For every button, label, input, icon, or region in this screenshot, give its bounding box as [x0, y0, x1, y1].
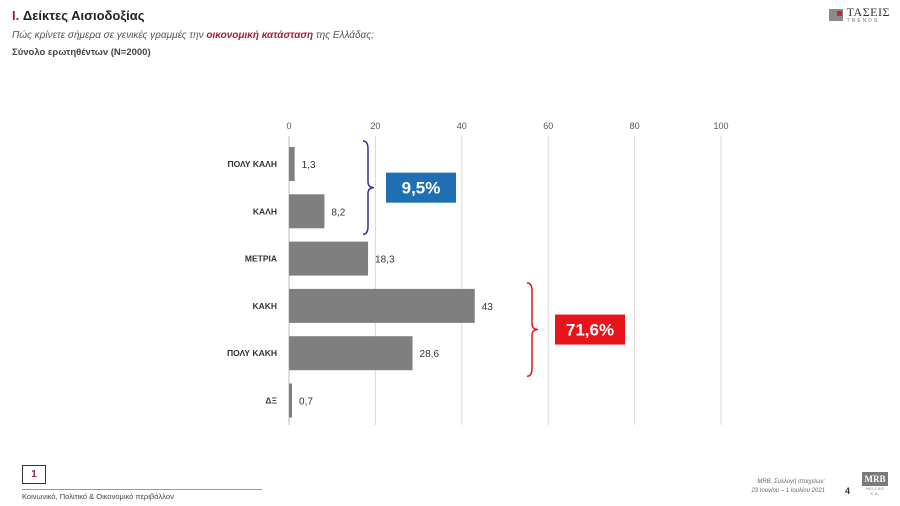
x-tick-label: 20 — [370, 121, 380, 131]
x-tick-label: 60 — [543, 121, 553, 131]
category-label: ΠΟΛΥ ΚΑΚΗ — [227, 348, 277, 358]
category-label: ΔΞ — [265, 396, 277, 406]
question-text: Πώς κρίνετε σήμερα σε γενικές γραμμές τη… — [12, 30, 374, 41]
bar — [289, 336, 413, 371]
bar — [289, 288, 475, 323]
footer-divider — [22, 489, 262, 490]
mrb-logo-sub: HELLAS S.A. — [865, 486, 885, 496]
sample-base: Σύνολο ερωτηθέντων (N=2000) — [12, 47, 151, 58]
callout-box — [386, 172, 456, 203]
bar — [289, 241, 369, 276]
bracket — [526, 282, 539, 377]
category-label: ΚΑΛΗ — [253, 206, 277, 216]
question-post: της Ελλάδας; — [313, 30, 374, 41]
tasis-logo: ΤΑΣΕΙΣ TRENDS — [828, 5, 890, 24]
bar — [289, 147, 295, 181]
title-text: Δείκτες Αισιοδοξίας — [22, 8, 145, 23]
logo-mark-icon — [828, 9, 843, 21]
data-label: 43 — [482, 302, 494, 313]
source-line-1: MRB, Συλλογή στοιχείων: — [757, 479, 825, 485]
data-label: 1,3 — [302, 160, 316, 171]
slide-title: I. Δείκτες Αισιοδοξίας — [12, 8, 145, 23]
x-tick-label: 100 — [713, 121, 728, 131]
bar — [289, 194, 325, 229]
footer-source: MRB, Συλλογή στοιχείων: 23 Ιουνίου – 1 Ι… — [751, 478, 825, 496]
question-pre: Πώς κρίνετε σήμερα σε γενικές γραμμές τη… — [12, 30, 207, 41]
bar — [289, 383, 293, 418]
callout-label: 9,5% — [402, 179, 441, 198]
footer-section: Κοινωνικό, Πολιτικό & Οικονομικό περιβάλ… — [22, 492, 174, 501]
source-line-2: 23 Ιουνίου – 1 Ιουλίου 2021 — [751, 488, 825, 494]
page-number: 4 — [844, 486, 850, 496]
section-number-box: 1 — [22, 465, 46, 484]
data-label: 28,6 — [420, 349, 440, 360]
category-label: ΠΟΛΥ ΚΑΛΗ — [227, 159, 277, 169]
callout-box — [555, 314, 625, 345]
logo-sub: TRENDS — [846, 18, 880, 24]
question-highlight: οικονομική κατάσταση — [206, 30, 314, 41]
data-label: 18,3 — [375, 255, 395, 266]
x-tick-label: 0 — [286, 121, 291, 131]
x-tick-label: 80 — [630, 121, 640, 131]
logo-name: ΤΑΣΕΙΣ — [846, 5, 890, 19]
mrb-logo: MRB HELLAS S.A. — [862, 472, 888, 496]
data-label: 0,7 — [299, 397, 313, 408]
category-label: ΜΕΤΡΙΑ — [245, 254, 277, 264]
x-tick-label: 40 — [457, 121, 467, 131]
title-number: I. — [12, 8, 20, 23]
category-label: ΚΑΚΗ — [252, 301, 277, 311]
data-label: 8,2 — [331, 207, 345, 218]
callout-label: 71,6% — [566, 321, 614, 340]
mrb-logo-text: MRB — [862, 472, 888, 486]
bracket — [362, 140, 375, 236]
